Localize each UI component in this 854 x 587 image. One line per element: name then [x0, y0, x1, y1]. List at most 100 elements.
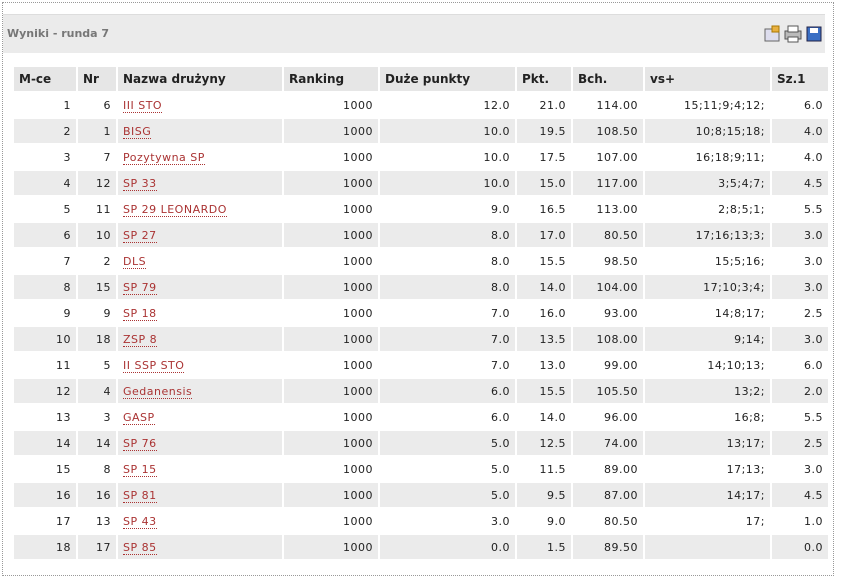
- team-link[interactable]: II SSP STO: [123, 358, 185, 373]
- team-link[interactable]: ZSP 8: [123, 332, 158, 347]
- result-row: 1 6 III STO 1000 12.0 21.0 114.00 15;11;9;4;12;…: [14, 93, 830, 119]
- results-panel: Wyniki - runda 7 M-ce Nr Nazwa drużyny Rank…: [2, 2, 834, 576]
- cell: 7.0: [380, 301, 517, 327]
- cell: 5: [14, 197, 78, 223]
- team-link[interactable]: Pozytywna SP: [123, 150, 205, 165]
- result-row: 4 12 SP 33 1000 10.0 15.0 117.00 3;5;4;7; 4.5: [14, 171, 830, 197]
- result-row: 6 10 SP 27 1000 8.0 17.0 80.50 17;16;13;3; 3.0: [14, 223, 830, 249]
- result-row: 9 9 SP 18 1000 7.0 16.0 93.00 14;8;17; 2.5: [14, 301, 830, 327]
- cell: 1000: [284, 535, 380, 561]
- export-icon[interactable]: [764, 25, 780, 42]
- panel-title: Wyniki - runda 7: [7, 27, 110, 40]
- cell: 12.5: [517, 431, 573, 457]
- team-link[interactable]: SP 43: [123, 514, 157, 529]
- result-row: 18 17 SP 85 1000 0.0 1.5 89.50 0.0: [14, 535, 830, 561]
- cell: 9.0: [517, 509, 573, 535]
- cell: 14.0: [517, 275, 573, 301]
- team-link[interactable]: GASP: [123, 410, 155, 425]
- cell: 1000: [284, 197, 380, 223]
- cell: 17.0: [517, 223, 573, 249]
- cell: 1000: [284, 93, 380, 119]
- team-link[interactable]: SP 85: [123, 540, 157, 555]
- cell: 108.50: [573, 119, 645, 145]
- cell: 3;5;4;7;: [645, 171, 772, 197]
- cell: 15.5: [517, 379, 573, 405]
- cell: 1000: [284, 327, 380, 353]
- cell: 9.5: [517, 483, 573, 509]
- cell: DLS: [118, 249, 284, 275]
- result-row: 8 15 SP 79 1000 8.0 14.0 104.00 17;10;3;4; 3.0: [14, 275, 830, 301]
- team-link[interactable]: SP 15: [123, 462, 157, 477]
- cell: 1000: [284, 301, 380, 327]
- team-link[interactable]: SP 79: [123, 280, 157, 295]
- team-link[interactable]: SP 81: [123, 488, 157, 503]
- cell: 1000: [284, 249, 380, 275]
- cell: 1000: [284, 483, 380, 509]
- cell: 9: [78, 301, 118, 327]
- cell: 7.0: [380, 353, 517, 379]
- cell: 5.0: [380, 483, 517, 509]
- cell: 9.0: [380, 197, 517, 223]
- cell: 3.0: [380, 509, 517, 535]
- cell: 93.00: [573, 301, 645, 327]
- cell: SP 43: [118, 509, 284, 535]
- column-header: Nazwa drużyny: [118, 67, 284, 93]
- cell: 4.0: [772, 145, 830, 171]
- cell: 17: [78, 535, 118, 561]
- cell: GASP: [118, 405, 284, 431]
- cell: 14;17;: [645, 483, 772, 509]
- cell: 0.0: [772, 535, 830, 561]
- cell: 1000: [284, 353, 380, 379]
- header-row: M-ce Nr Nazwa drużyny Ranking Duże punkty Pkt…: [14, 67, 830, 93]
- cell: 2.5: [772, 301, 830, 327]
- cell: 1000: [284, 119, 380, 145]
- cell: 99.00: [573, 353, 645, 379]
- cell: 15;11;9;4;12;: [645, 93, 772, 119]
- column-header: Ranking: [284, 67, 380, 93]
- cell: 10: [78, 223, 118, 249]
- team-link[interactable]: SP 29 LEONARDO: [123, 202, 227, 217]
- team-link[interactable]: Gedanensis: [123, 384, 193, 399]
- cell: 12.0: [380, 93, 517, 119]
- team-link[interactable]: SP 33: [123, 176, 157, 191]
- cell: 5: [78, 353, 118, 379]
- cell: 4: [78, 379, 118, 405]
- cell: 105.50: [573, 379, 645, 405]
- cell: 80.50: [573, 509, 645, 535]
- cell: 3.0: [772, 275, 830, 301]
- cell: 0.0: [380, 535, 517, 561]
- save-icon[interactable]: [806, 26, 822, 42]
- cell: 108.00: [573, 327, 645, 353]
- cell: 8: [14, 275, 78, 301]
- cell: 15.5: [517, 249, 573, 275]
- title-bar: Wyniki - runda 7: [3, 14, 825, 53]
- cell: 6.0: [380, 405, 517, 431]
- cell: 13;2;: [645, 379, 772, 405]
- cell: 9: [14, 301, 78, 327]
- cell: 74.00: [573, 431, 645, 457]
- team-link[interactable]: BISG: [123, 124, 152, 139]
- cell: SP 33: [118, 171, 284, 197]
- cell: 14: [14, 431, 78, 457]
- team-link[interactable]: DLS: [123, 254, 147, 269]
- cell: 8.0: [380, 275, 517, 301]
- column-header: Bch.: [573, 67, 645, 93]
- cell: 113.00: [573, 197, 645, 223]
- cell: 6.0: [772, 353, 830, 379]
- cell: 2.5: [772, 431, 830, 457]
- cell: 10;8;15;18;: [645, 119, 772, 145]
- team-link[interactable]: SP 27: [123, 228, 157, 243]
- team-link[interactable]: SP 76: [123, 436, 157, 451]
- toolbar-icons: [764, 25, 822, 43]
- print-icon[interactable]: [784, 25, 802, 43]
- cell: 17;10;3;4;: [645, 275, 772, 301]
- cell: 17: [14, 509, 78, 535]
- cell: 4.5: [772, 483, 830, 509]
- team-link[interactable]: SP 18: [123, 306, 157, 321]
- cell: 15: [14, 457, 78, 483]
- cell: III STO: [118, 93, 284, 119]
- cell: 1000: [284, 275, 380, 301]
- team-link[interactable]: III STO: [123, 98, 163, 113]
- cell: BISG: [118, 119, 284, 145]
- cell: SP 18: [118, 301, 284, 327]
